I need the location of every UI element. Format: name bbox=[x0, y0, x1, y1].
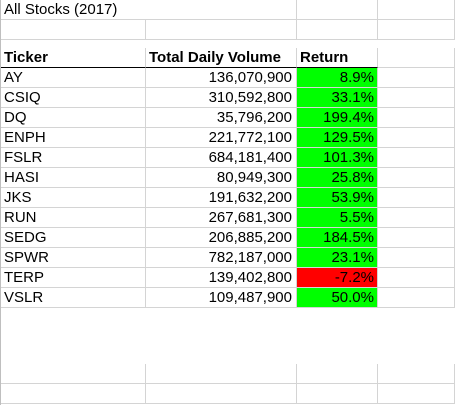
left-border bbox=[0, 0, 1, 405]
volume-cell[interactable]: 109,487,900 bbox=[146, 288, 297, 308]
header-ticker[interactable]: Ticker bbox=[0, 48, 146, 68]
return-cell[interactable]: 25.8% bbox=[297, 168, 378, 188]
header-row: Ticker Total Daily Volume Return bbox=[0, 48, 455, 68]
table-row: HASI 80,949,300 25.8% bbox=[0, 168, 455, 188]
empty-row bbox=[0, 20, 455, 40]
cell-c16[interactable] bbox=[297, 364, 378, 384]
ticker-cell[interactable]: DQ bbox=[0, 108, 146, 128]
ticker-cell[interactable]: JKS bbox=[0, 188, 146, 208]
table-row: RUN 267,681,300 5.5% bbox=[0, 208, 455, 228]
empty-cell[interactable] bbox=[378, 168, 455, 188]
cell-d1[interactable] bbox=[378, 0, 455, 20]
empty-cell[interactable] bbox=[378, 268, 455, 288]
cell-d17[interactable] bbox=[378, 384, 455, 404]
header-return[interactable]: Return bbox=[297, 48, 378, 68]
empty-cell[interactable] bbox=[378, 228, 455, 248]
cell-d2[interactable] bbox=[378, 20, 455, 40]
return-cell[interactable]: -7.2% bbox=[297, 268, 378, 288]
empty-cell[interactable] bbox=[378, 68, 455, 88]
volume-cell[interactable]: 310,592,800 bbox=[146, 88, 297, 108]
return-cell[interactable]: 23.1% bbox=[297, 248, 378, 268]
ticker-cell[interactable]: CSIQ bbox=[0, 88, 146, 108]
table-row: CSIQ 310,592,800 33.1% bbox=[0, 88, 455, 108]
cell-d16[interactable] bbox=[378, 364, 455, 384]
volume-cell[interactable]: 782,187,000 bbox=[146, 248, 297, 268]
return-cell[interactable]: 8.9% bbox=[297, 68, 378, 88]
table-row: JKS 191,632,200 53.9% bbox=[0, 188, 455, 208]
header-volume[interactable]: Total Daily Volume bbox=[146, 48, 297, 68]
return-cell[interactable]: 50.0% bbox=[297, 288, 378, 308]
table-row: DQ 35,796,200 199.4% bbox=[0, 108, 455, 128]
ticker-cell[interactable]: VSLR bbox=[0, 288, 146, 308]
return-cell[interactable]: 101.3% bbox=[297, 148, 378, 168]
volume-cell[interactable]: 267,681,300 bbox=[146, 208, 297, 228]
volume-cell[interactable]: 80,949,300 bbox=[146, 168, 297, 188]
title-cell[interactable]: All Stocks (2017) bbox=[0, 0, 146, 20]
title-row: All Stocks (2017) bbox=[0, 0, 455, 20]
cell-c2[interactable] bbox=[297, 20, 378, 40]
return-cell[interactable]: 199.4% bbox=[297, 108, 378, 128]
empty-cell[interactable] bbox=[378, 108, 455, 128]
ticker-cell[interactable]: RUN bbox=[0, 208, 146, 228]
ticker-cell[interactable]: FSLR bbox=[0, 148, 146, 168]
empty-row bbox=[0, 364, 455, 384]
cell-a17[interactable] bbox=[0, 384, 146, 404]
return-cell[interactable]: 5.5% bbox=[297, 208, 378, 228]
ticker-cell[interactable]: ENPH bbox=[0, 128, 146, 148]
volume-cell[interactable]: 136,070,900 bbox=[146, 68, 297, 88]
return-cell[interactable]: 129.5% bbox=[297, 128, 378, 148]
table-row: ENPH 221,772,100 129.5% bbox=[0, 128, 455, 148]
table-row: SEDG 206,885,200 184.5% bbox=[0, 228, 455, 248]
empty-cell[interactable] bbox=[378, 288, 455, 308]
table-row: TERP 139,402,800 -7.2% bbox=[0, 268, 455, 288]
cell-a16[interactable] bbox=[0, 364, 146, 384]
volume-cell[interactable]: 139,402,800 bbox=[146, 268, 297, 288]
volume-cell[interactable]: 684,181,400 bbox=[146, 148, 297, 168]
table-row: AY 136,070,900 8.9% bbox=[0, 68, 455, 88]
cell-c1[interactable] bbox=[297, 0, 378, 20]
empty-row bbox=[0, 384, 455, 404]
volume-cell[interactable]: 221,772,100 bbox=[146, 128, 297, 148]
cell-d3[interactable] bbox=[378, 48, 455, 68]
return-cell[interactable]: 184.5% bbox=[297, 228, 378, 248]
cell-b17[interactable] bbox=[146, 384, 297, 404]
ticker-cell[interactable]: AY bbox=[0, 68, 146, 88]
cell-b1[interactable] bbox=[146, 0, 297, 20]
empty-cell[interactable] bbox=[378, 248, 455, 268]
empty-cell[interactable] bbox=[378, 88, 455, 108]
volume-cell[interactable]: 191,632,200 bbox=[146, 188, 297, 208]
table-row: FSLR 684,181,400 101.3% bbox=[0, 148, 455, 168]
empty-cell[interactable] bbox=[378, 148, 455, 168]
empty-cell[interactable] bbox=[378, 208, 455, 228]
ticker-cell[interactable]: SPWR bbox=[0, 248, 146, 268]
cell-c17[interactable] bbox=[297, 384, 378, 404]
ticker-cell[interactable]: SEDG bbox=[0, 228, 146, 248]
table-row: SPWR 782,187,000 23.1% bbox=[0, 248, 455, 268]
cell-b2[interactable] bbox=[146, 20, 297, 40]
ticker-cell[interactable]: HASI bbox=[0, 168, 146, 188]
cell-a2[interactable] bbox=[0, 20, 146, 40]
return-cell[interactable]: 33.1% bbox=[297, 88, 378, 108]
ticker-cell[interactable]: TERP bbox=[0, 268, 146, 288]
sheet-title: All Stocks (2017) bbox=[4, 1, 117, 18]
volume-cell[interactable]: 35,796,200 bbox=[146, 108, 297, 128]
empty-cell[interactable] bbox=[378, 128, 455, 148]
empty-cell[interactable] bbox=[378, 188, 455, 208]
table-row: VSLR 109,487,900 50.0% bbox=[0, 288, 455, 308]
volume-cell[interactable]: 206,885,200 bbox=[146, 228, 297, 248]
cell-b16[interactable] bbox=[146, 364, 297, 384]
return-cell[interactable]: 53.9% bbox=[297, 188, 378, 208]
